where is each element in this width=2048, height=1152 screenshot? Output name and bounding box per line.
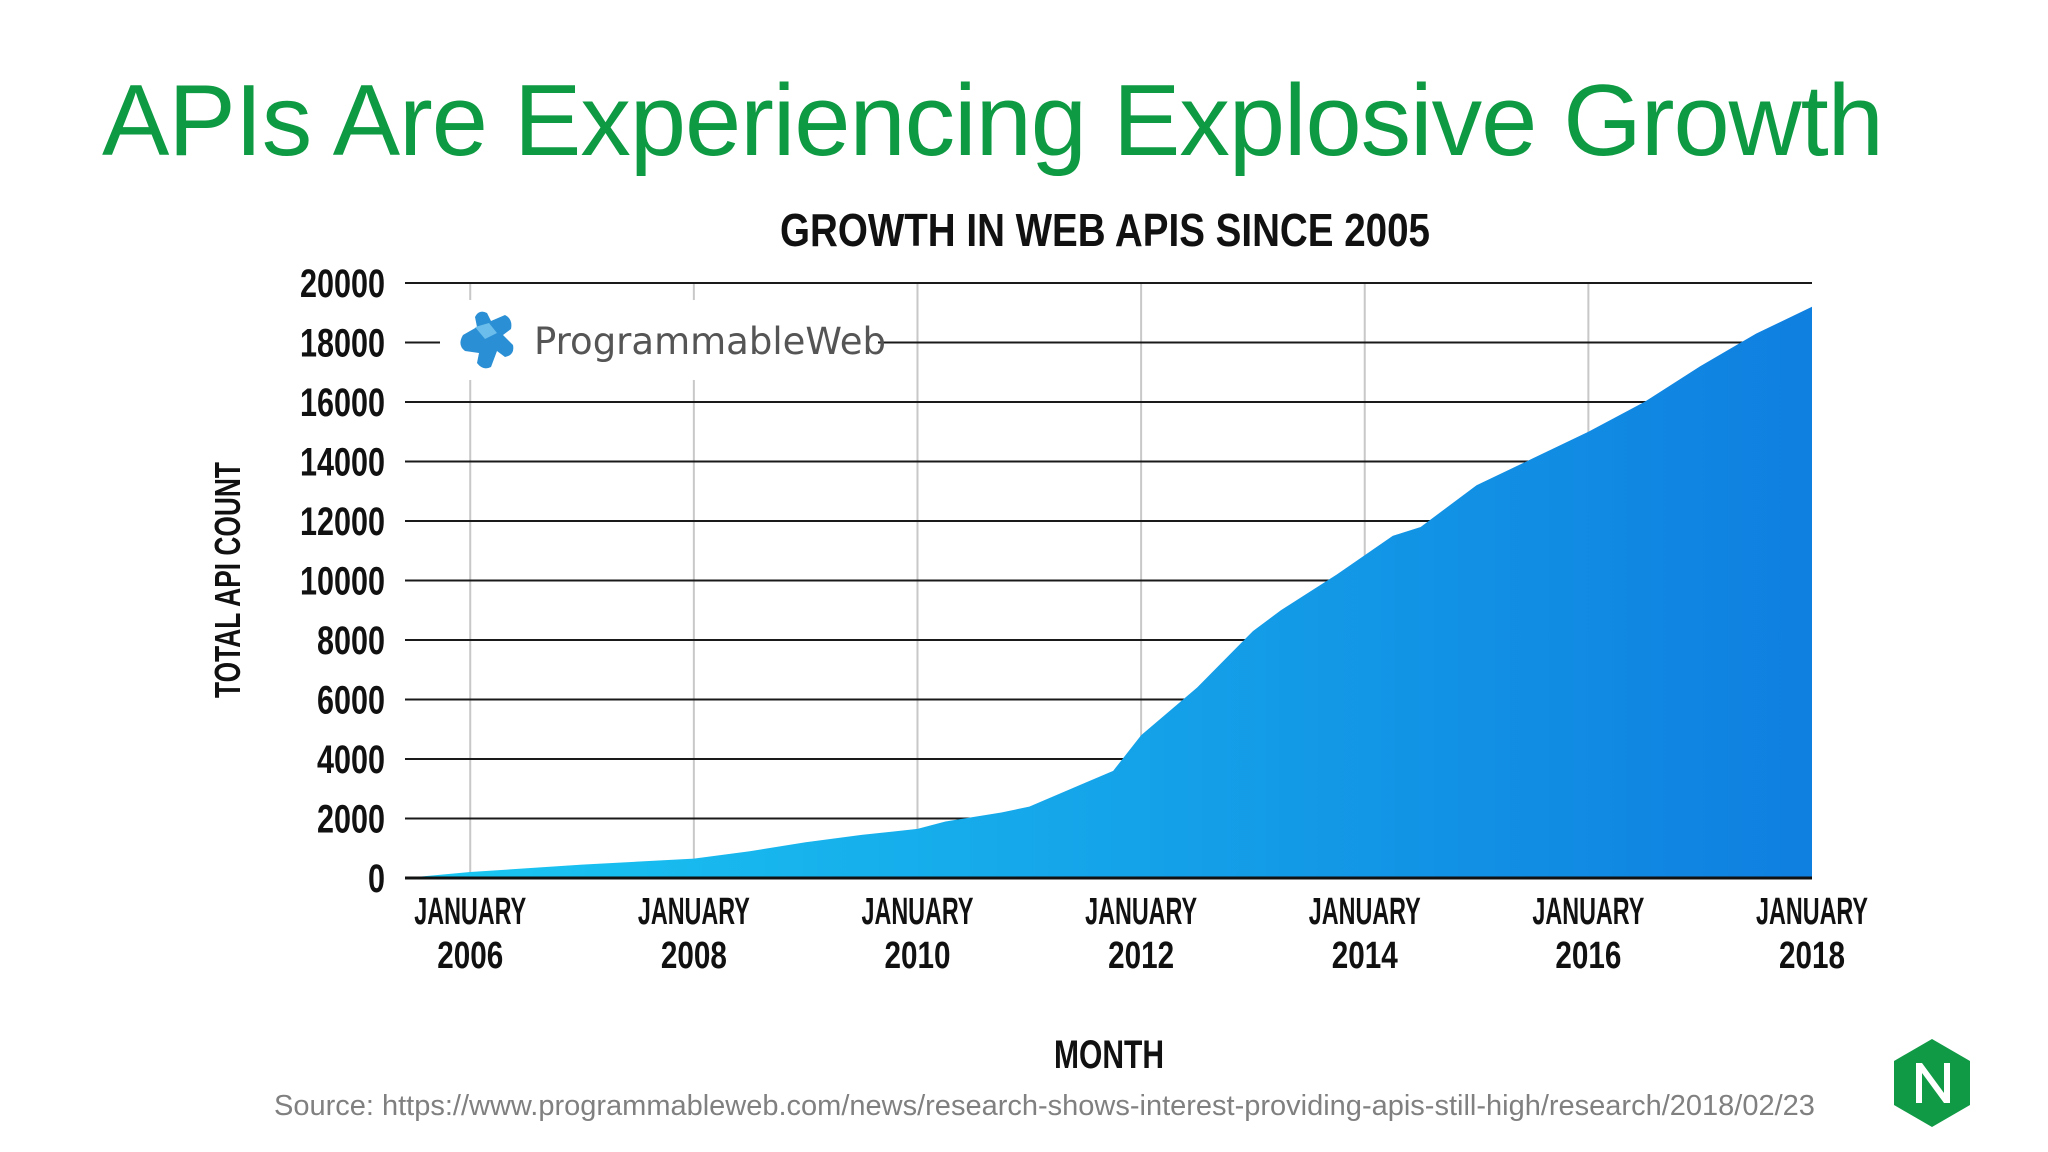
- y-tick-label: 14000: [300, 441, 385, 485]
- x-tick-label-year: 2008: [661, 935, 727, 977]
- y-tick-label: 18000: [300, 322, 385, 366]
- y-tick-label: 0: [368, 857, 385, 901]
- x-tick-label-year: 2012: [1108, 935, 1174, 977]
- chart-title: GROWTH IN WEB APIS SINCE 2005: [780, 204, 1430, 256]
- x-tick-label-month: JANUARY: [861, 891, 973, 933]
- x-tick-label-month: JANUARY: [638, 891, 750, 933]
- slide-title: APIs Are Experiencing Explosive Growth: [102, 65, 1884, 177]
- series-area: [405, 306, 1812, 878]
- y-tick-label: 20000: [300, 262, 385, 306]
- x-tick-label-month: JANUARY: [1309, 891, 1421, 933]
- y-axis-label: TOTAL API COUNT: [207, 462, 248, 698]
- y-tick-label: 16000: [300, 381, 385, 425]
- x-tick-label-year: 2018: [1779, 935, 1845, 977]
- axes: 2000018000160001400012000100008000600040…: [300, 262, 1868, 977]
- x-tick-label-month: JANUARY: [1085, 891, 1197, 933]
- x-tick-label-month: JANUARY: [1756, 891, 1868, 933]
- brand-name: ProgrammableWeb: [534, 320, 886, 363]
- x-tick-label-year: 2016: [1555, 935, 1621, 977]
- x-tick-label-year: 2010: [884, 935, 950, 977]
- x-tick-label-year: 2006: [437, 935, 503, 977]
- x-axis-label: MONTH: [1054, 1033, 1164, 1077]
- y-tick-label: 4000: [317, 738, 385, 782]
- programmableweb-badge: ProgrammableWeb: [440, 300, 886, 380]
- nginx-n-icon: [1894, 1039, 1970, 1127]
- source-citation: Source: https://www.programmableweb.com/…: [274, 1090, 1815, 1122]
- y-tick-label: 12000: [300, 500, 385, 544]
- x-tick-label-month: JANUARY: [1532, 891, 1644, 933]
- puzzle-piece-icon: [460, 311, 514, 369]
- x-tick-label-year: 2014: [1332, 935, 1398, 977]
- x-tick-label-month: JANUARY: [414, 891, 526, 933]
- y-tick-label: 10000: [300, 560, 385, 604]
- y-tick-label: 8000: [317, 619, 385, 663]
- y-tick-label: 6000: [317, 679, 385, 723]
- y-tick-label: 2000: [317, 798, 385, 842]
